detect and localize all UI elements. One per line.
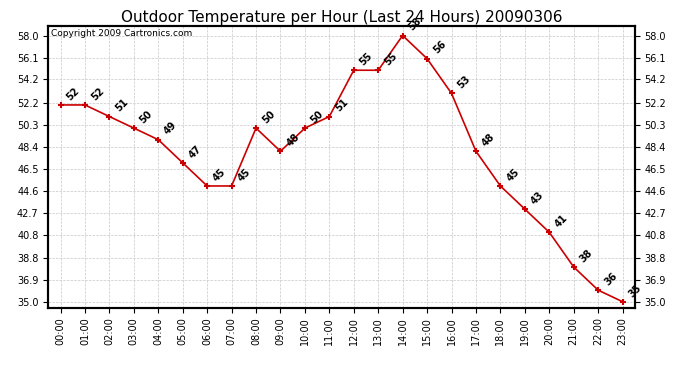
- Text: 35: 35: [627, 282, 643, 299]
- Text: 48: 48: [480, 132, 497, 148]
- Text: 45: 45: [211, 166, 228, 183]
- Text: 36: 36: [602, 271, 619, 287]
- Text: Copyright 2009 Cartronics.com: Copyright 2009 Cartronics.com: [51, 29, 193, 38]
- Text: 51: 51: [333, 97, 350, 114]
- Text: 52: 52: [89, 86, 106, 102]
- Text: 45: 45: [504, 166, 521, 183]
- Text: 49: 49: [162, 120, 179, 137]
- Text: 52: 52: [65, 86, 81, 102]
- Text: 56: 56: [431, 39, 448, 56]
- Text: 55: 55: [382, 51, 399, 68]
- Title: Outdoor Temperature per Hour (Last 24 Hours) 20090306: Outdoor Temperature per Hour (Last 24 Ho…: [121, 10, 562, 25]
- Text: 55: 55: [358, 51, 375, 68]
- Text: 38: 38: [578, 248, 595, 264]
- Text: 41: 41: [553, 213, 570, 230]
- Text: 50: 50: [260, 109, 277, 125]
- Text: 53: 53: [455, 74, 472, 91]
- Text: 45: 45: [236, 166, 253, 183]
- Text: 51: 51: [114, 97, 130, 114]
- Text: 50: 50: [138, 109, 155, 125]
- Text: 43: 43: [529, 190, 546, 206]
- Text: 58: 58: [407, 16, 424, 33]
- Text: 47: 47: [187, 143, 204, 160]
- Text: 48: 48: [284, 132, 302, 148]
- Text: 50: 50: [309, 109, 326, 125]
